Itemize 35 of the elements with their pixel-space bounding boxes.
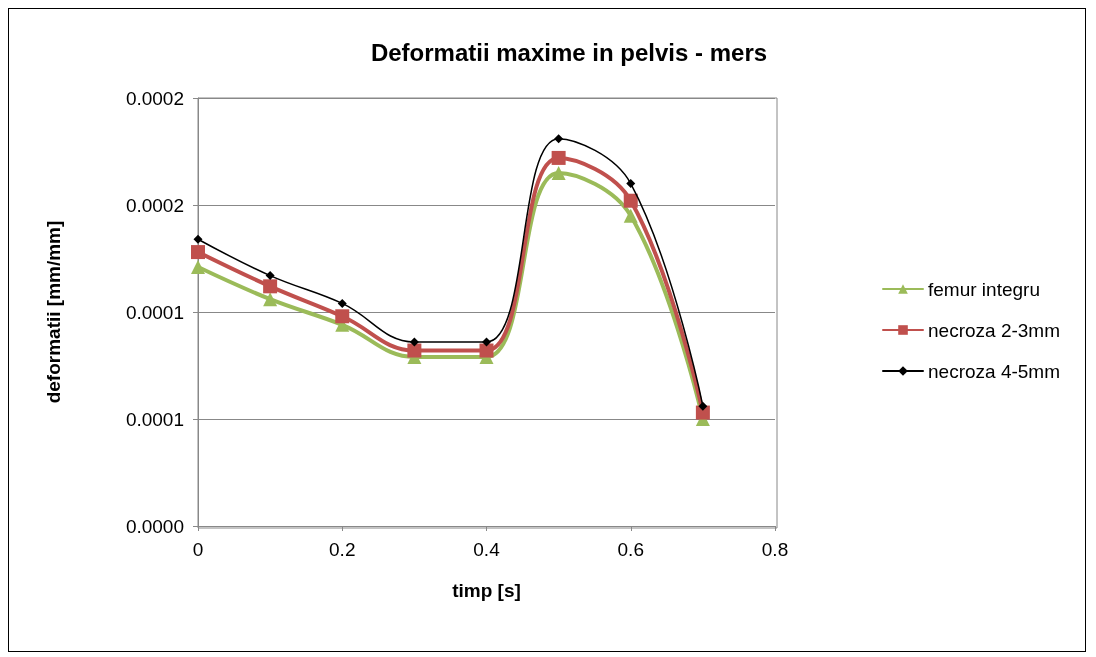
point bbox=[263, 292, 278, 307]
point bbox=[479, 343, 494, 358]
point bbox=[335, 309, 350, 324]
point bbox=[482, 337, 491, 347]
y-tick-label: 0.0001 bbox=[125, 301, 184, 323]
y-tick-label: 0.0002 bbox=[125, 194, 184, 216]
chart-title: Deformatii maxime in pelvis - mers bbox=[370, 38, 768, 66]
point bbox=[191, 245, 205, 260]
y-axis-title: deformatii [mm/mm] bbox=[43, 220, 64, 404]
point bbox=[626, 179, 636, 189]
x-tick-label: 0.8 bbox=[761, 539, 789, 560]
legend-label: necroza 2-3mm bbox=[928, 319, 1061, 341]
point bbox=[191, 260, 205, 275]
legend-label: necroza 4-5mm bbox=[928, 360, 1061, 382]
point bbox=[551, 165, 566, 180]
point bbox=[551, 150, 566, 165]
legend-label: femur integru bbox=[928, 278, 1040, 300]
x-tick-label: 0.6 bbox=[617, 539, 644, 560]
point bbox=[263, 279, 278, 294]
y-tick-label: 0.0002 bbox=[125, 87, 184, 109]
x-tick-label: 0.4 bbox=[473, 539, 501, 560]
x-tick-label: 0.2 bbox=[329, 539, 356, 560]
point bbox=[337, 298, 347, 308]
point bbox=[623, 193, 638, 208]
point bbox=[554, 134, 564, 144]
point bbox=[265, 271, 275, 281]
point bbox=[193, 234, 203, 244]
point bbox=[623, 208, 638, 223]
y-tick-label: 0.0001 bbox=[125, 408, 184, 430]
point bbox=[407, 343, 422, 358]
point bbox=[698, 401, 708, 411]
point bbox=[409, 337, 419, 347]
x-axis-title: timp [s] bbox=[452, 580, 521, 601]
y-tick-label: 0.0000 bbox=[125, 515, 184, 537]
x-tick-label: 0 bbox=[192, 539, 204, 560]
